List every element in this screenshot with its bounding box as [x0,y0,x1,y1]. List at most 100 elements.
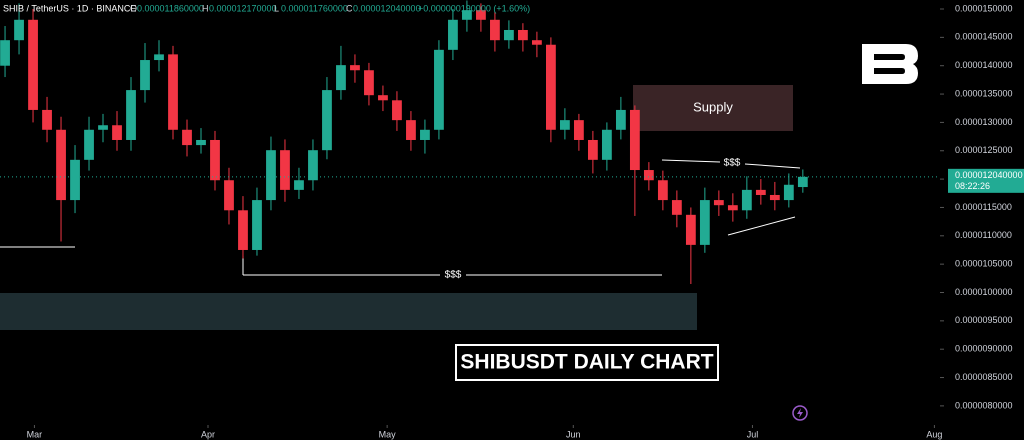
candle-body [769,194,780,201]
y-tick-label: 0.0000140000 [955,60,1013,70]
candle-body [210,139,220,181]
alert-icon[interactable] [792,405,808,421]
y-tick-label: 0.0000115000 [955,202,1012,212]
candle-body [657,180,668,201]
candle-body [350,65,360,71]
y-tick-label: 0.0000100000 [955,287,1013,297]
candle-body [196,139,206,146]
candle-body [224,180,234,211]
y-tick-label: 0.0000145000 [955,32,1013,42]
x-tick-label: Apr [201,429,215,439]
candle-body [168,54,178,130]
trend-line [727,216,796,236]
candle-body [601,129,612,160]
supply-label: Supply [693,99,733,114]
y-tick-label: 0.0000105000 [955,259,1013,269]
ohlc-key: C [346,3,353,13]
ohlc-value: 0.000011760000 [281,3,348,13]
candle-body [476,10,486,20]
ohlc-value: 0.000011860000 [137,3,204,13]
trend-line [661,159,721,163]
candle-body [98,125,108,130]
candle-body [434,49,444,130]
candle-body [336,65,346,91]
price-scale [940,0,1024,440]
x-tick-label: Jun [566,429,581,439]
candle-body [727,205,738,211]
candle-body [42,109,52,130]
candle-body [685,214,696,245]
trend-line [744,163,801,169]
candle-body [462,10,472,20]
candle-body [154,54,164,61]
candle-body [364,70,374,96]
liquidity-label: $$$ [724,158,741,169]
y-tick-label: 0.0000130000 [955,117,1013,127]
ohlc-key: H [202,3,209,13]
candle-body [70,159,80,201]
y-tick-label: 0.0000125000 [955,145,1013,155]
liquidity-label: $$$ [445,270,462,281]
candle-body [713,200,724,206]
logo-mark [862,44,918,84]
candle-body [559,120,570,130]
candle-body [518,29,528,41]
y-tick-label: 0.0000085000 [955,372,1013,382]
ohlc-value: 0.000012170000 [209,3,277,13]
chart-title: SHIBUSDT DAILY CHART [460,351,713,374]
candle-body [56,129,66,201]
candle-body [797,176,808,188]
current-price-box [948,168,1024,193]
candle-body [140,60,150,91]
candle-body [28,19,38,110]
alert-icon-bolt [797,408,803,418]
y-tick-label: 0.0000080000 [955,400,1013,410]
x-tick-label: May [379,429,397,439]
ohlc-key: L [274,3,279,13]
candle-body [546,44,556,130]
candle-body [671,200,682,215]
candle-body [182,129,192,146]
candle-body [420,129,430,140]
candle-body [126,90,136,140]
candle-body [84,129,94,160]
candle-body [406,120,416,140]
x-tick-label: Mar [27,429,43,439]
candle-body [308,150,318,181]
candle-body [238,210,248,250]
countdown-label: 08:22:26 [955,181,990,191]
candle-body [448,19,458,50]
candle-body [783,184,794,201]
x-tick-label: Aug [926,429,942,439]
title-box [455,344,719,381]
change-value: +0.000000190000 (+1.60%) [418,3,530,13]
symbol: SHIB / TetherUS · 1D · BINANCE [3,3,136,13]
candle-body [266,150,276,201]
y-tick-label: 0.0000090000 [955,344,1013,354]
ohlc-key: O [130,3,137,13]
candle-body [504,29,514,41]
candle-body [699,200,710,245]
candle-body [643,170,654,181]
demand-zone [0,293,697,330]
y-tick-label: 0.0000135000 [955,88,1013,98]
candle-body [532,40,542,45]
candle-body [573,120,584,140]
candle-body [755,189,766,195]
y-tick-label: 0.0000150000 [955,3,1013,13]
candle-body [490,19,500,41]
candle-body [587,139,598,160]
candle-body [112,125,122,140]
x-tick-label: Jul [747,429,759,439]
candle-body [615,109,626,130]
current-price-label: 0.000012040000 [955,170,1023,180]
header: SHIB / TetherUS · 1D · BINANCE O 0.000011… [3,3,530,13]
supply-zone [633,85,793,131]
candle-body [322,90,332,151]
candle-body [378,95,388,101]
candle-body [392,100,402,121]
candle-body [629,109,640,171]
candle-body [0,40,10,66]
ohlc-value: 0.000012040000 [353,3,421,13]
